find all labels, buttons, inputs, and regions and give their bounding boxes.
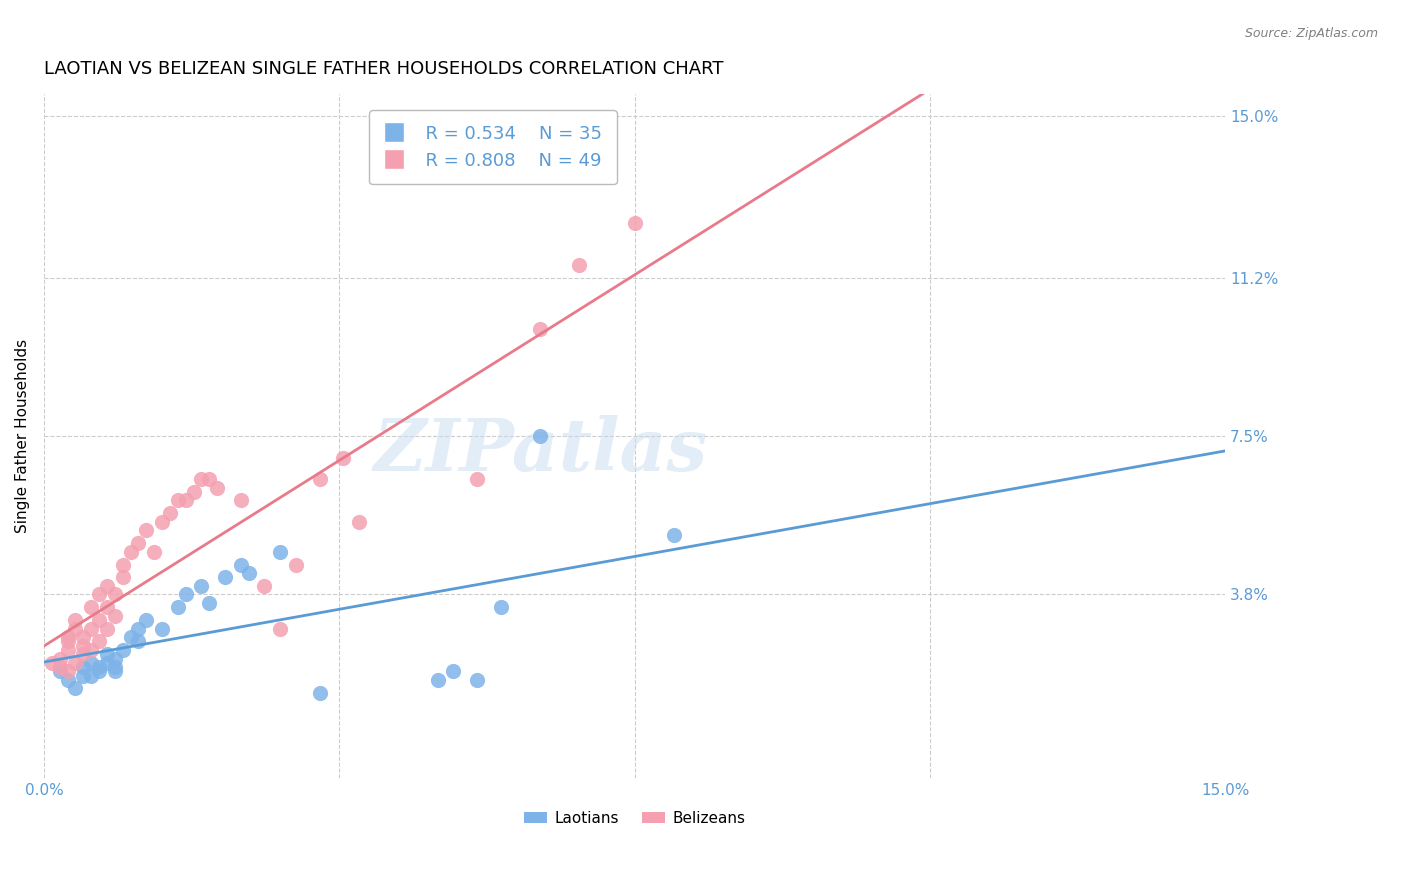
Point <box>529 322 551 336</box>
Point <box>308 686 330 700</box>
Point <box>56 634 79 648</box>
Point <box>205 481 228 495</box>
Point <box>347 515 370 529</box>
Point <box>443 665 465 679</box>
Point <box>80 622 103 636</box>
Point <box>72 648 94 662</box>
Point <box>529 429 551 443</box>
Point <box>65 622 87 636</box>
Point <box>48 651 70 665</box>
Point <box>465 472 488 486</box>
Point <box>65 681 87 696</box>
Point <box>253 579 276 593</box>
Point <box>104 651 127 665</box>
Text: ZIPatlas: ZIPatlas <box>373 415 707 485</box>
Point <box>41 656 63 670</box>
Point <box>96 622 118 636</box>
Point <box>48 665 70 679</box>
Point <box>87 634 110 648</box>
Point <box>332 450 354 465</box>
Point <box>127 634 149 648</box>
Point <box>135 524 157 538</box>
Point <box>80 600 103 615</box>
Point <box>111 643 134 657</box>
Point <box>489 600 512 615</box>
Point <box>308 472 330 486</box>
Point <box>174 587 197 601</box>
Point <box>150 515 173 529</box>
Point <box>183 484 205 499</box>
Point <box>166 600 188 615</box>
Point <box>104 665 127 679</box>
Point <box>269 622 291 636</box>
Point <box>56 630 79 644</box>
Point <box>87 613 110 627</box>
Point <box>104 608 127 623</box>
Point <box>426 673 449 687</box>
Point <box>87 665 110 679</box>
Point <box>120 630 142 644</box>
Point <box>135 613 157 627</box>
Point <box>159 506 181 520</box>
Point <box>104 660 127 674</box>
Point <box>96 648 118 662</box>
Point <box>198 596 221 610</box>
Point <box>111 570 134 584</box>
Point <box>56 643 79 657</box>
Point <box>269 545 291 559</box>
Point <box>190 472 212 486</box>
Legend: Laotians, Belizeans: Laotians, Belizeans <box>517 805 751 832</box>
Point <box>623 216 645 230</box>
Point <box>568 259 591 273</box>
Point <box>229 558 252 572</box>
Point <box>198 472 221 486</box>
Point <box>80 668 103 682</box>
Point <box>72 639 94 653</box>
Point <box>104 587 127 601</box>
Point <box>72 668 94 682</box>
Point <box>80 643 103 657</box>
Point <box>65 656 87 670</box>
Point <box>166 493 188 508</box>
Point <box>65 613 87 627</box>
Point <box>284 558 307 572</box>
Point <box>56 665 79 679</box>
Text: Source: ZipAtlas.com: Source: ZipAtlas.com <box>1244 27 1378 40</box>
Point <box>190 579 212 593</box>
Point <box>214 570 236 584</box>
Text: LAOTIAN VS BELIZEAN SINGLE FATHER HOUSEHOLDS CORRELATION CHART: LAOTIAN VS BELIZEAN SINGLE FATHER HOUSEH… <box>44 60 724 78</box>
Point <box>662 527 685 541</box>
Point <box>150 622 173 636</box>
Point <box>465 673 488 687</box>
Point <box>127 536 149 550</box>
Point <box>127 622 149 636</box>
Point <box>48 660 70 674</box>
Point <box>120 545 142 559</box>
Point <box>174 493 197 508</box>
Point <box>72 630 94 644</box>
Point <box>96 656 118 670</box>
Point <box>229 493 252 508</box>
Point <box>238 566 260 580</box>
Point <box>87 587 110 601</box>
Y-axis label: Single Father Households: Single Father Households <box>15 339 30 533</box>
Point <box>111 558 134 572</box>
Point <box>96 579 118 593</box>
Point <box>143 545 166 559</box>
Point <box>96 600 118 615</box>
Point <box>56 673 79 687</box>
Point <box>87 660 110 674</box>
Point <box>80 656 103 670</box>
Point <box>72 660 94 674</box>
